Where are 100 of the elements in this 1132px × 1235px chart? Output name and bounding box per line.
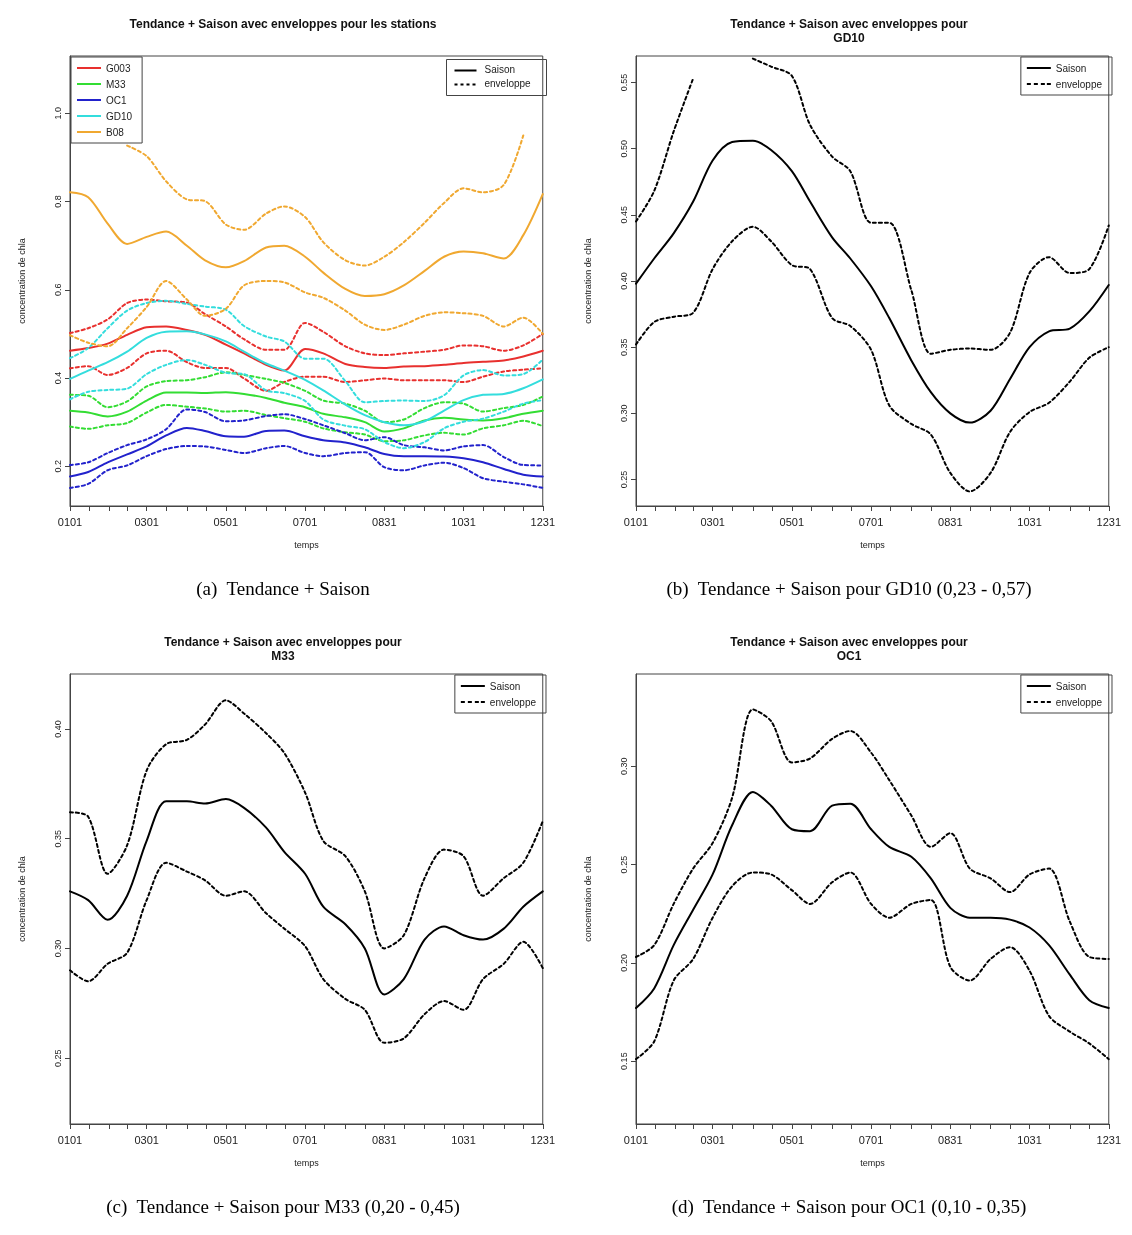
line-series — [69, 299, 544, 404]
legend-label: enveloppe — [1055, 696, 1103, 708]
line-series — [69, 298, 544, 357]
line-series — [635, 790, 1110, 1010]
line-series — [69, 349, 544, 392]
chart-title: Tendance + Saison avec enveloppes pour OC1 — [730, 635, 969, 663]
legend-label: M33 — [106, 78, 126, 90]
x-axis-title: temps — [294, 1157, 320, 1168]
legend-label: Saison — [1055, 680, 1087, 692]
x-tick-label: 0301 — [134, 1133, 159, 1146]
x-tick-label: 0831 — [372, 1133, 397, 1146]
y-axis-title: concentration de chla — [16, 856, 27, 942]
line-series — [635, 225, 1110, 493]
y-axis-title: concentration de chla — [582, 238, 593, 324]
y-tick-label: 0.35 — [618, 338, 629, 356]
x-tick-label: 0501 — [213, 1133, 239, 1146]
x-tick-label: 1231 — [530, 515, 556, 528]
x-tick-label: 1031 — [1017, 1133, 1042, 1146]
x-tick-label: 0501 — [779, 1133, 805, 1146]
y-tick-label: 0.20 — [618, 954, 629, 972]
x-tick-label: 0501 — [779, 515, 805, 528]
y-tick-label: 0.40 — [52, 720, 63, 738]
chart-title: Tendance + Saison avec enveloppes pour M33 — [164, 635, 403, 663]
x-tick-label: 1231 — [530, 1133, 556, 1146]
y-tick-label: 0.30 — [52, 939, 63, 958]
y-tick-label: 1.0 — [52, 107, 63, 120]
legend-label: enveloppe — [489, 696, 537, 708]
chart-title: Tendance + Saison avec enveloppes pour les stations — [129, 17, 437, 31]
y-tick-label: 0.45 — [618, 206, 629, 224]
line-series — [69, 403, 544, 443]
x-tick-label: 0101 — [623, 1133, 649, 1146]
y-axis-title: concentration de chla — [582, 856, 593, 942]
legend-label: Saison — [1055, 62, 1087, 74]
x-tick-label: 1031 — [1017, 515, 1042, 528]
text: (a) Tendance + Saison — [195, 578, 371, 600]
x-tick-label: 0701 — [858, 1133, 884, 1146]
y-tick-label: 0.30 — [618, 757, 629, 776]
x-tick-label: 1031 — [451, 1133, 476, 1146]
x-tick-label: 1031 — [451, 515, 476, 528]
y-tick-label: 0.4 — [52, 371, 63, 385]
text: (b) Tendance + Saison pour GD10 (0,23 - 0,57) — [665, 578, 1033, 600]
y-tick-label: 0.15 — [618, 1052, 629, 1070]
x-axis-title: temps — [860, 539, 886, 550]
line-series — [635, 871, 1110, 1061]
y-axis-title: concentration de chla — [16, 238, 27, 324]
x-axis-title: temps — [860, 1157, 886, 1168]
legend-label: OC1 — [106, 94, 127, 106]
line-series — [69, 426, 544, 478]
legend-label: GD10 — [106, 110, 133, 122]
x-tick-label: 0701 — [292, 515, 318, 528]
legend-label: B08 — [106, 126, 125, 138]
x-tick-label: 0301 — [134, 515, 159, 528]
x-tick-label: 0101 — [57, 1133, 83, 1146]
y-tick-label: 0.25 — [618, 470, 629, 489]
y-tick-label: 0.50 — [618, 139, 629, 158]
line-series — [69, 408, 544, 467]
text: (c) Tendance + Saison pour M33 (0,20 - 0,45) — [105, 1196, 461, 1218]
x-tick-label: 0301 — [700, 1133, 725, 1146]
x-tick-label: 0101 — [623, 515, 649, 528]
y-tick-label: 0.25 — [52, 1049, 63, 1067]
y-tick-label: 0.30 — [618, 404, 629, 423]
x-tick-label: 0701 — [292, 1133, 318, 1146]
x-axis-title: temps — [294, 539, 320, 550]
y-tick-label: 0.55 — [618, 73, 629, 92]
x-tick-label: 0701 — [858, 515, 884, 528]
y-tick-label: 0.35 — [52, 829, 63, 848]
legend-label: enveloppe — [1055, 78, 1103, 90]
chart-title: Tendance + Saison avec enveloppes pour GD10 — [730, 17, 969, 45]
line-series — [635, 708, 1110, 960]
legend-label: G003 — [106, 62, 131, 74]
y-tick-label: 0.8 — [52, 195, 63, 208]
line-series — [69, 371, 544, 424]
x-tick-label: 0831 — [372, 515, 397, 528]
text: (d) Tendance + Saison pour OC1 (0,10 - 0,35) — [670, 1196, 1028, 1218]
line-series — [126, 134, 525, 267]
line-series — [69, 699, 544, 950]
line-series — [69, 325, 544, 372]
line-series — [69, 330, 544, 427]
x-tick-label: 0831 — [938, 515, 963, 528]
y-tick-label: 0.2 — [52, 460, 63, 473]
x-tick-label: 1231 — [1096, 515, 1122, 528]
x-tick-label: 0301 — [700, 515, 725, 528]
y-tick-label: 0.40 — [618, 272, 629, 290]
line-series — [635, 139, 1110, 424]
x-tick-label: 0101 — [57, 515, 83, 528]
legend-label: Saison — [489, 680, 521, 692]
x-tick-label: 0831 — [938, 1133, 963, 1146]
annotation: enveloppe — [484, 78, 532, 89]
y-tick-label: 0.6 — [52, 283, 63, 297]
x-tick-label: 0501 — [213, 515, 239, 528]
line-series — [69, 861, 544, 1044]
line-series — [69, 280, 544, 348]
annotation: Saison — [484, 64, 516, 75]
line-series — [69, 798, 544, 996]
x-tick-label: 1231 — [1096, 1133, 1122, 1146]
line-series — [69, 358, 544, 450]
y-tick-label: 0.25 — [618, 855, 629, 874]
line-series — [69, 445, 544, 489]
line-series — [69, 391, 544, 433]
line-series — [69, 191, 544, 297]
